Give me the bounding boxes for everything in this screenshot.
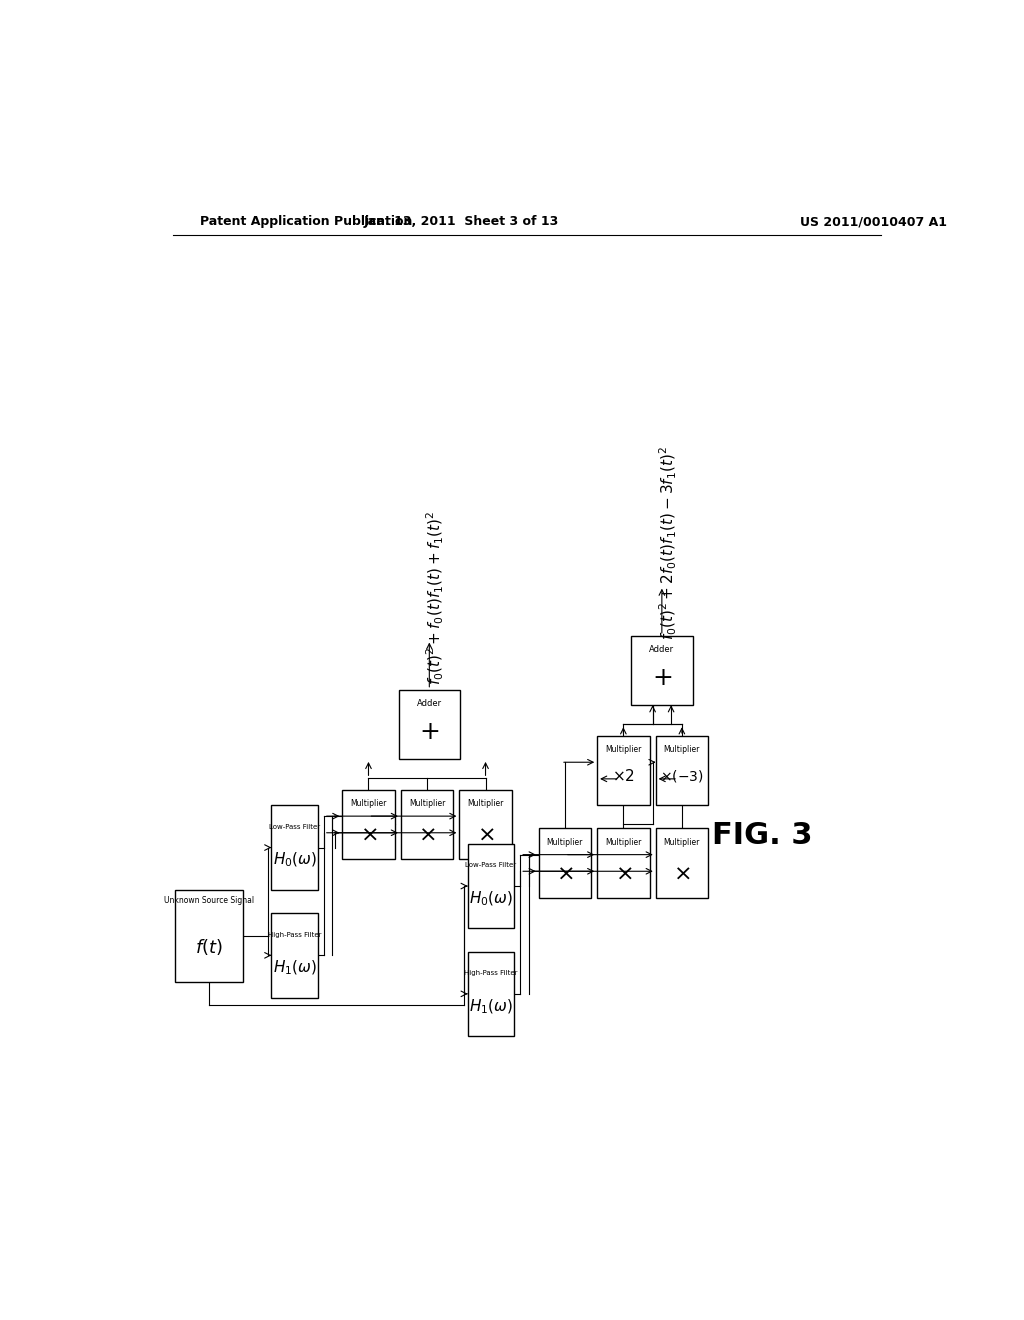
- Text: Low-Pass Filter: Low-Pass Filter: [269, 824, 321, 830]
- Text: Low-Pass Filter: Low-Pass Filter: [465, 862, 516, 869]
- Text: Multiplier: Multiplier: [605, 746, 642, 754]
- Text: Multiplier: Multiplier: [409, 799, 445, 808]
- Bar: [271, 805, 317, 890]
- Text: $\times$: $\times$: [418, 824, 436, 846]
- Text: $H_0(\omega)$: $H_0(\omega)$: [272, 851, 316, 870]
- Bar: [655, 829, 708, 898]
- Text: $\times$: $\times$: [359, 824, 377, 846]
- Text: $H_0(\omega)$: $H_0(\omega)$: [469, 890, 513, 908]
- Text: Multiplier: Multiplier: [605, 838, 642, 846]
- Text: Multiplier: Multiplier: [664, 746, 700, 754]
- Text: Multiplier: Multiplier: [350, 799, 387, 808]
- Bar: [398, 689, 460, 759]
- Text: Multiplier: Multiplier: [547, 838, 583, 846]
- Bar: [342, 789, 394, 859]
- Text: US 2011/0010407 A1: US 2011/0010407 A1: [801, 215, 947, 228]
- Text: $f(t)$: $f(t)$: [196, 937, 223, 957]
- Text: $f_0(t)^2 + f_0(t)f_1(t) + f_1(t)^2$: $f_0(t)^2 + f_0(t)f_1(t) + f_1(t)^2$: [425, 510, 446, 685]
- Text: Adder: Adder: [417, 700, 442, 708]
- Text: $\times$: $\times$: [673, 862, 690, 884]
- Text: Unknown Source Signal: Unknown Source Signal: [164, 896, 254, 906]
- Bar: [175, 890, 243, 982]
- Text: $f_0(t)^2 + 2f_0(t)f_1(t) - 3f_1(t)^2$: $f_0(t)^2 + 2f_0(t)f_1(t) - 3f_1(t)^2$: [657, 446, 679, 640]
- Text: Jan. 13, 2011  Sheet 3 of 13: Jan. 13, 2011 Sheet 3 of 13: [365, 215, 559, 228]
- Bar: [468, 843, 514, 928]
- Text: $\times$: $\times$: [556, 862, 573, 884]
- Bar: [597, 737, 649, 805]
- Bar: [468, 952, 514, 1036]
- Text: $\times(-3)$: $\times(-3)$: [660, 768, 703, 784]
- Text: $\times$: $\times$: [477, 824, 495, 846]
- Text: $\times 2$: $\times 2$: [612, 768, 635, 784]
- Bar: [631, 636, 692, 705]
- Text: Multiplier: Multiplier: [467, 799, 504, 808]
- Text: High-Pass Filter: High-Pass Filter: [464, 970, 518, 975]
- Text: $H_1(\omega)$: $H_1(\omega)$: [272, 958, 316, 977]
- Text: $+$: $+$: [419, 721, 439, 744]
- Bar: [271, 913, 317, 998]
- Bar: [539, 829, 591, 898]
- Text: Multiplier: Multiplier: [664, 838, 700, 846]
- Text: $+$: $+$: [651, 668, 672, 690]
- Bar: [597, 829, 649, 898]
- Text: $\times$: $\times$: [614, 862, 632, 884]
- Bar: [460, 789, 512, 859]
- Text: High-Pass Filter: High-Pass Filter: [268, 932, 322, 937]
- Text: Patent Application Publication: Patent Application Publication: [200, 215, 413, 228]
- Text: $H_1(\omega)$: $H_1(\omega)$: [469, 998, 513, 1016]
- Bar: [655, 737, 708, 805]
- Text: Adder: Adder: [649, 645, 675, 655]
- Bar: [400, 789, 454, 859]
- Text: FIG. 3: FIG. 3: [712, 821, 812, 850]
